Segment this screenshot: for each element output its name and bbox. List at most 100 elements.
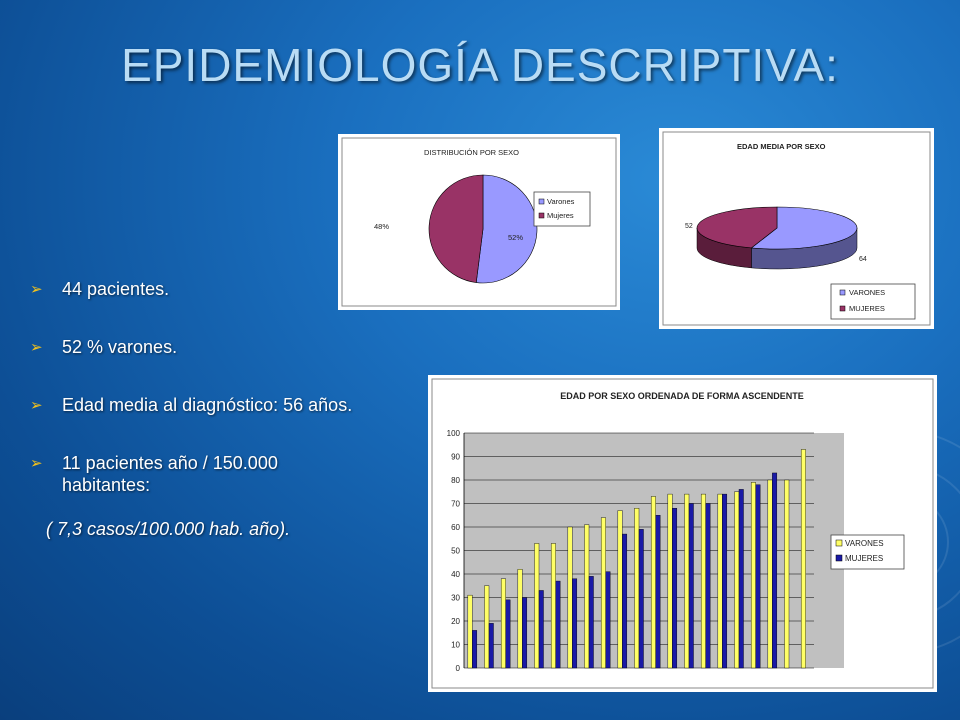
bullet-item: ➢ 52 % varones. xyxy=(30,336,420,358)
bar-varones xyxy=(500,578,506,669)
y-tick-label: 10 xyxy=(451,641,460,650)
chart-title: EDAD MEDIA POR SEXO xyxy=(737,142,826,151)
legend-swatch xyxy=(839,305,846,312)
bar-varones xyxy=(684,493,690,669)
bullet-item: ➢ Edad media al diagnóstico: 56 años. xyxy=(30,394,420,416)
bar-mujeres xyxy=(755,484,761,669)
bullet-text: 11 pacientes año / 150.000 xyxy=(62,453,278,473)
pie-chart-distribution: DISTRIBUCIÓN POR SEXO 52% 48% Varones Mu… xyxy=(341,137,617,307)
y-tick-label: 60 xyxy=(451,523,460,532)
bar-chart-age-by-sex: EDAD POR SEXO ORDENADA DE FORMA ASCENDEN… xyxy=(431,378,934,689)
chart-age-by-sex-ascending: EDAD POR SEXO ORDENADA DE FORMA ASCENDEN… xyxy=(428,375,937,692)
bar-mujeres xyxy=(488,623,494,669)
pie-data-label: 52 xyxy=(685,223,693,230)
bar-mujeres xyxy=(672,507,678,669)
bullet-text: Edad media al diagnóstico: 56 años. xyxy=(62,395,353,415)
legend-label: VARONES xyxy=(845,539,884,548)
legend-swatch xyxy=(835,554,843,562)
pie-data-label: 48% xyxy=(374,222,389,231)
bar-mujeres xyxy=(538,590,544,669)
bar-varones xyxy=(534,543,540,669)
pie-slice-varones xyxy=(750,206,858,250)
bullet-item: ➢ 11 pacientes año / 150.000 habitantes: xyxy=(30,452,420,496)
bar-mujeres xyxy=(522,597,528,669)
bar-varones xyxy=(800,449,806,669)
bar-mujeres xyxy=(605,571,611,669)
pie-slice-varones xyxy=(475,174,538,284)
pie-data-label: 64 xyxy=(859,256,867,263)
bar-mujeres xyxy=(472,630,478,669)
chart-legend xyxy=(533,191,591,227)
bar-mujeres xyxy=(688,503,694,669)
pie-chart-mean-age: EDAD MEDIA POR SEXO 52 64 VARONES MUJERE… xyxy=(662,131,931,326)
y-tick-label: 100 xyxy=(447,429,461,438)
pie-data-label: 52% xyxy=(508,233,523,242)
y-tick-label: 30 xyxy=(451,594,460,603)
y-tick-label: 40 xyxy=(451,570,460,579)
bar-varones xyxy=(650,496,656,669)
y-tick-label: 90 xyxy=(451,453,460,462)
pie-slice-mujeres xyxy=(696,206,778,249)
y-tick-label: 0 xyxy=(456,664,461,673)
chart-title: DISTRIBUCIÓN POR SEXO xyxy=(424,148,519,157)
slide-title: EPIDEMIOLOGÍA DESCRIPTIVA: xyxy=(121,39,839,91)
bar-varones xyxy=(567,526,573,669)
bar-mujeres xyxy=(505,599,511,669)
bullet-item: ➢ 44 pacientes. xyxy=(30,278,420,300)
bar-varones xyxy=(717,493,723,669)
bar-mujeres xyxy=(655,515,661,669)
bar-mujeres xyxy=(738,489,744,669)
legend-swatch xyxy=(839,289,846,296)
bar-mujeres xyxy=(638,529,644,669)
arrow-bullet-icon: ➢ xyxy=(30,455,43,472)
bullet-list: ➢ 44 pacientes. ➢ 52 % varones. ➢ Edad medi… xyxy=(30,278,420,532)
bar-varones xyxy=(750,482,756,669)
chart-distribution-by-sex: DISTRIBUCIÓN POR SEXO 52% 48% Varones Mu… xyxy=(338,134,620,310)
arrow-bullet-icon: ➢ xyxy=(30,281,43,298)
chart-legend xyxy=(830,534,905,570)
bar-varones xyxy=(600,517,606,669)
bar-varones xyxy=(700,493,706,669)
bar-mujeres xyxy=(588,576,594,669)
y-tick-label: 80 xyxy=(451,476,460,485)
legend-label: Mujeres xyxy=(547,211,574,220)
arrow-bullet-icon: ➢ xyxy=(30,339,43,356)
bullet-text: 44 pacientes. xyxy=(62,279,170,299)
legend-swatch xyxy=(538,198,545,205)
bar-varones xyxy=(767,479,773,669)
bar-varones xyxy=(467,594,473,669)
bar-varones xyxy=(667,493,673,669)
bar-mujeres xyxy=(705,503,711,669)
pie-slice-mujeres xyxy=(428,174,484,283)
y-tick-label: 50 xyxy=(451,547,460,556)
bar-varones xyxy=(617,510,623,669)
bar-mujeres xyxy=(772,472,778,669)
legend-label: MUJERES xyxy=(845,554,883,563)
y-tick-label: 20 xyxy=(451,617,460,626)
incidence-note: ( 7,3 casos/100.000 hab. año). xyxy=(46,519,291,539)
bar-varones xyxy=(517,569,523,669)
bar-varones xyxy=(734,491,740,669)
chart-legend xyxy=(830,283,916,320)
legend-swatch xyxy=(835,539,843,547)
chart-title: EDAD POR SEXO ORDENADA DE FORMA ASCENDEN… xyxy=(560,391,804,401)
bar-mujeres xyxy=(572,578,578,669)
legend-swatch xyxy=(538,212,545,219)
y-tick-label: 70 xyxy=(451,500,460,509)
bullet-text: 52 % varones. xyxy=(62,337,178,357)
bar-varones xyxy=(550,543,556,669)
bar-mujeres xyxy=(622,533,628,669)
bar-varones xyxy=(634,507,640,669)
bar-varones xyxy=(784,479,790,669)
bar-varones xyxy=(484,585,490,669)
bar-mujeres xyxy=(555,580,561,669)
arrow-bullet-icon: ➢ xyxy=(30,397,43,414)
bullet-text: habitantes: xyxy=(62,475,151,495)
legend-label: MUJERES xyxy=(849,304,885,313)
chart-mean-age-by-sex: EDAD MEDIA POR SEXO 52 64 VARONES MUJERE… xyxy=(659,128,934,329)
legend-label: VARONES xyxy=(849,288,885,297)
legend-label: Varones xyxy=(547,197,575,206)
bar-varones xyxy=(584,524,590,669)
bar-mujeres xyxy=(722,493,728,669)
